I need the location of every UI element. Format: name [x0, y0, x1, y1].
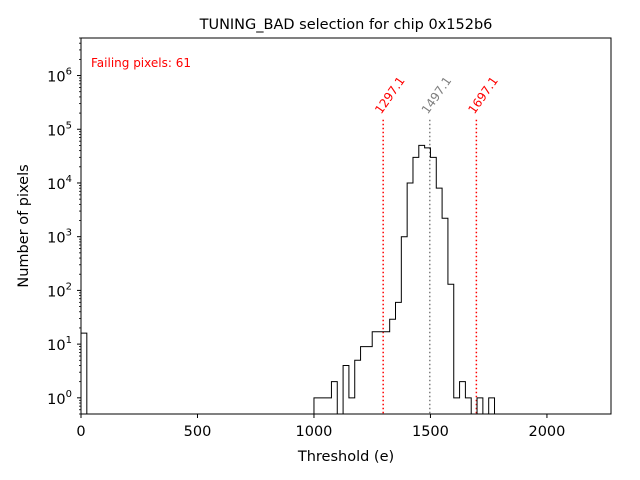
- histogram-bin-8: [349, 398, 355, 414]
- chart-title: TUNING_BAD selection for chip 0x152b6: [199, 17, 493, 33]
- y-tick-label-base: 10: [47, 392, 65, 408]
- histogram-bin-21: [425, 148, 431, 414]
- histogram-bin-28: [465, 398, 471, 414]
- histogram-bin-23: [436, 188, 442, 414]
- y-tick-label: 101: [47, 335, 72, 354]
- y-tick-label-exponent: 6: [66, 67, 72, 78]
- x-tick-label: 1500: [412, 424, 449, 440]
- histogram-bin-32: [489, 398, 495, 414]
- x-axis-label: Threshold (e): [297, 449, 394, 465]
- histogram-bin-25: [448, 284, 454, 414]
- histogram-bin-7: [343, 365, 349, 414]
- y-axis-label: Number of pixels: [16, 164, 32, 287]
- x-tick-label: 2000: [528, 424, 565, 440]
- histogram-bin-13: [378, 332, 384, 414]
- y-tick-label-exponent: 1: [66, 335, 72, 346]
- y-tick-label-base: 10: [47, 123, 65, 139]
- y-tick-label-base: 10: [47, 284, 65, 300]
- histogram-bin-19: [413, 157, 419, 414]
- histogram-bin-9: [355, 360, 361, 414]
- y-tick-label: 100: [47, 389, 72, 408]
- histogram-bin-24: [442, 218, 448, 414]
- y-tick-label-exponent: 3: [66, 228, 72, 239]
- histogram-bin-15: [390, 319, 396, 414]
- x-tick-label: 0: [76, 424, 85, 440]
- y-tick-label-base: 10: [47, 70, 65, 86]
- histogram-bin-14: [384, 332, 390, 414]
- histogram-bin-2: [314, 398, 320, 414]
- y-tick-label-base: 10: [47, 177, 65, 193]
- histogram-bin-30: [477, 398, 483, 414]
- y-tick-label: 105: [47, 120, 72, 139]
- histogram-bin-27: [460, 382, 466, 414]
- y-tick-label-exponent: 5: [66, 120, 72, 131]
- y-tick-label: 103: [47, 228, 72, 247]
- histogram-bin-0: [81, 333, 87, 414]
- x-tick-label: 1000: [296, 424, 333, 440]
- y-tick-label: 106: [47, 67, 72, 86]
- y-tick-label-exponent: 2: [66, 281, 72, 292]
- plot-frame: [80, 37, 612, 415]
- y-tick-label-exponent: 0: [66, 389, 72, 400]
- histogram-bin-17: [401, 237, 407, 414]
- histogram-bin-20: [419, 145, 425, 414]
- histogram-step-line: [81, 144, 501, 414]
- x-axis: 0 500 1000 1500 2000: [76, 414, 565, 440]
- y-tick-label-exponent: 4: [66, 174, 72, 185]
- x-tick-label: 500: [184, 424, 212, 440]
- histogram-bin-11: [366, 347, 372, 414]
- histogram-bin-5: [331, 382, 337, 414]
- y-tick-label-base: 10: [47, 338, 65, 354]
- failing-pixels-annotation: Failing pixels: 61: [91, 56, 191, 70]
- histogram-bin-22: [430, 157, 436, 414]
- histogram-bin-10: [361, 347, 367, 414]
- histogram-bin-4: [326, 398, 332, 414]
- y-tick-label: 104: [47, 174, 72, 193]
- histogram-bin-12: [372, 332, 378, 414]
- histogram-bin-16: [396, 302, 402, 414]
- plot-clipped-group: [81, 119, 501, 414]
- y-tick-label-base: 10: [47, 231, 65, 247]
- histogram-bin-3: [320, 398, 326, 414]
- y-tick-label: 102: [47, 281, 72, 300]
- histogram-bin-26: [454, 398, 460, 414]
- histogram-bin-18: [407, 183, 413, 414]
